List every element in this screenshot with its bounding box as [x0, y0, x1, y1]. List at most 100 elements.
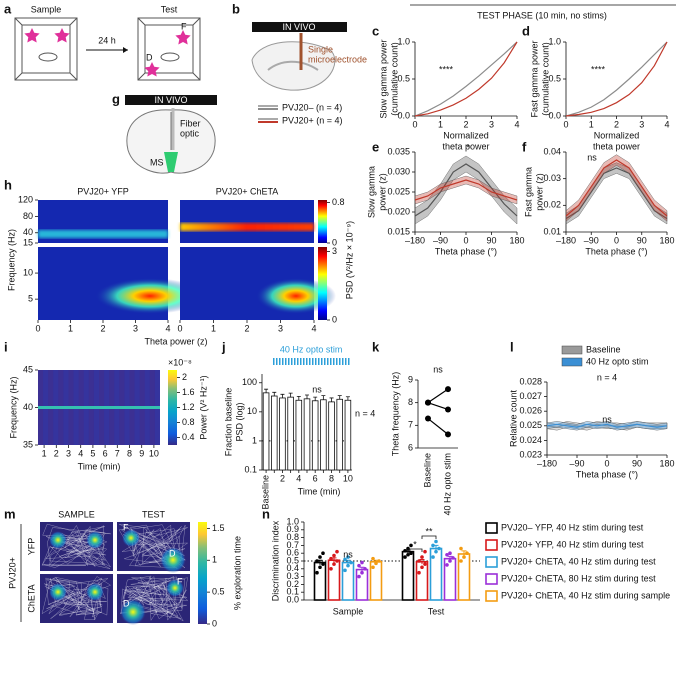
legend-swatch — [485, 573, 498, 585]
y-tick-label: 0.5 — [286, 555, 299, 565]
y-tick-label: 10 — [23, 267, 33, 277]
annotation: ns — [433, 364, 443, 374]
data-point — [329, 567, 333, 571]
axis-line — [565, 42, 667, 117]
series-line — [414, 41, 518, 117]
legend-label: PVJ20+ (n = 4) — [282, 115, 343, 125]
heatmap-blob — [256, 278, 336, 314]
x-tick-label: 3 — [639, 119, 644, 129]
data-point — [318, 565, 322, 570]
y-tick-label: 0.030 — [387, 166, 410, 176]
y-tick-label: 1.0 — [286, 516, 299, 526]
row-label: ChETA — [26, 584, 36, 612]
error-bar — [419, 558, 425, 565]
panel-label: d — [522, 23, 530, 38]
data-point — [465, 551, 469, 555]
panel-label: e — [372, 139, 379, 154]
data-point — [332, 553, 336, 558]
data-point — [363, 567, 367, 571]
legend-label: PVJ20– (n = 4) — [282, 102, 342, 112]
data-point — [321, 562, 325, 566]
object-label: F — [123, 522, 129, 532]
error-bar — [296, 395, 301, 401]
arena-test — [137, 17, 201, 81]
colorbar-tick-label: 1 — [212, 555, 217, 565]
error-bar — [331, 557, 337, 563]
legend-label: PVJ20+ ChETA, 80 Hz stim during test — [501, 573, 656, 583]
x-tick-label: 40 Hz opto stim — [442, 453, 452, 516]
x-tick-label: –90 — [584, 235, 599, 245]
exploration-blob — [86, 531, 104, 549]
x-tick-label: 4 — [165, 323, 170, 333]
axis-line — [414, 42, 517, 117]
header: TEST PHASE (10 min, no stims) — [410, 4, 676, 20]
error-band — [546, 421, 668, 431]
colorbar — [198, 522, 207, 624]
colorbar-tick-label: 0.4 — [182, 432, 195, 442]
bar — [311, 400, 319, 471]
x-tick-label: Test — [428, 606, 445, 616]
point — [445, 431, 451, 438]
data-point — [332, 562, 336, 566]
exploration-blob — [122, 529, 140, 547]
column-label: SAMPLE — [58, 509, 95, 519]
y-tick-label: 100 — [242, 377, 257, 387]
series-line — [565, 41, 668, 117]
colorbar-label: Power (V² Hz⁻¹) — [198, 375, 208, 439]
axis-line — [417, 380, 458, 449]
exploration-blob — [166, 579, 184, 597]
x-tick-label: 4 — [664, 119, 669, 129]
panel-label: i — [4, 339, 8, 354]
arrow-head — [123, 47, 128, 53]
object-star — [175, 30, 191, 45]
data-point — [315, 570, 319, 575]
error-bar — [461, 550, 467, 558]
fiber-label: Fiber — [180, 118, 201, 128]
data-point — [434, 539, 438, 544]
panel-title: PVJ20+ ChETA — [216, 186, 279, 196]
y-tick-label: 0.5 — [548, 73, 561, 83]
series-line — [565, 159, 668, 217]
y-tick-label: 0.04 — [543, 146, 561, 156]
colorbar-tick-label: 0 — [332, 314, 337, 324]
x-axis-label: Normalized — [594, 130, 640, 140]
y-tick-label: 1.0 — [548, 36, 561, 46]
error-bar — [288, 392, 293, 398]
annotation: ns — [587, 152, 597, 162]
bar — [320, 399, 327, 471]
x-tick-label: 0 — [604, 458, 609, 468]
panel-g-diagram: IN VIVO Fiber optic MS — [125, 95, 217, 174]
x-tick-label: 90 — [486, 235, 496, 245]
x-axis-label: Theta phase (°) — [576, 469, 638, 479]
y-axis-label: (cumulative count) — [389, 42, 399, 116]
y-tick-label: 0.6 — [286, 548, 299, 558]
legend-swatch — [485, 590, 498, 602]
region-label: MS — [150, 157, 164, 167]
x-tick-label: 2 — [463, 119, 468, 129]
series-line — [427, 402, 449, 411]
track — [41, 576, 112, 621]
y-axis-label: Slow gamma — [366, 166, 376, 218]
column-label: TEST — [142, 509, 166, 519]
x-axis-label: Time (min) — [298, 486, 341, 496]
error-bar — [317, 559, 323, 565]
bar — [271, 395, 278, 471]
data-point — [431, 543, 435, 548]
object-label: D — [123, 598, 130, 608]
hippocampus — [267, 60, 319, 71]
data-point — [417, 570, 421, 575]
colorbar — [318, 200, 327, 243]
panel-label: l — [510, 339, 514, 354]
sig-bracket — [407, 548, 423, 552]
legend-label: PVJ20+ YFP, 40 Hz stim during test — [501, 539, 644, 549]
banner-text: IN VIVO — [154, 95, 187, 105]
x-tick-label: Baseline — [422, 453, 432, 488]
y-tick-label: 0.0 — [397, 110, 410, 120]
y-tick-label: 0.028 — [519, 376, 542, 386]
error-band — [565, 154, 668, 222]
panel-a-diagram: Sample Test 24 h F D — [14, 4, 201, 81]
data-point — [409, 551, 413, 555]
x-tick-label: Sample — [333, 606, 364, 616]
x-tick-label: 9 — [139, 448, 144, 458]
bar — [336, 398, 343, 471]
